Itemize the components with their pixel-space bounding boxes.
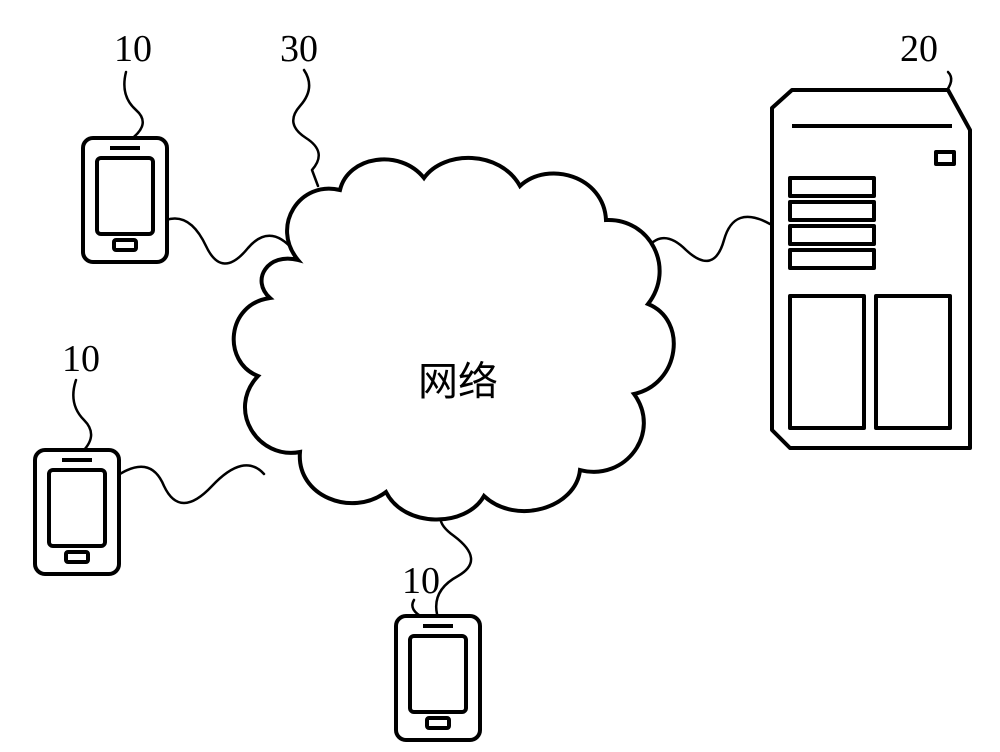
ref-label-10-2: 10 bbox=[402, 562, 440, 600]
phones-layer bbox=[0, 0, 1000, 752]
cloud-label: 网络 bbox=[418, 362, 498, 402]
ref-label-10-1: 10 bbox=[62, 340, 100, 378]
phone-node-2 bbox=[396, 616, 480, 740]
phone-node-0 bbox=[83, 138, 167, 262]
ref-label-20: 20 bbox=[900, 30, 938, 68]
ref-label-10-0: 10 bbox=[114, 30, 152, 68]
diagram-canvas: 网络 10 30 20 10 10 bbox=[0, 0, 1000, 752]
phone-node-1 bbox=[35, 450, 119, 574]
ref-label-30: 30 bbox=[280, 30, 318, 68]
